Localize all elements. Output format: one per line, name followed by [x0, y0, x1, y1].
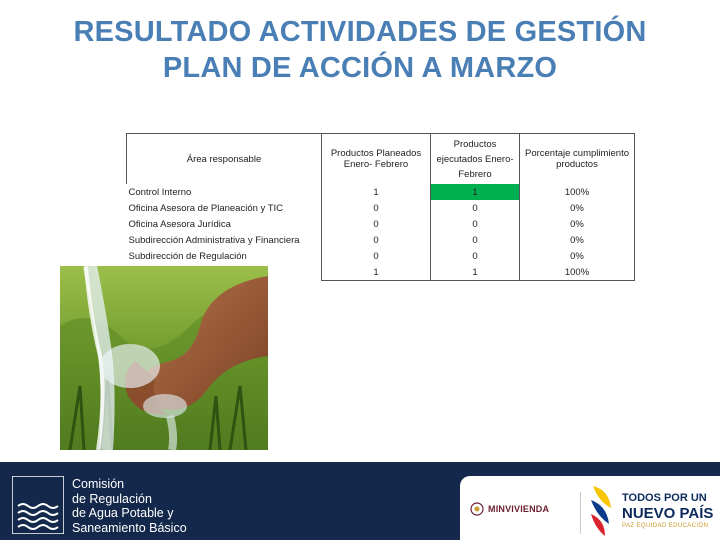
cell-planned: 0 — [321, 232, 431, 248]
cell-planned-total: 1 — [321, 264, 431, 281]
table-row: Subdirección Administrativa y Financiera… — [127, 232, 635, 248]
minvivienda-label: MINVIVIENDA — [488, 504, 550, 514]
cell-executed: 1 — [430, 184, 520, 200]
cra-line: Saneamiento Básico — [72, 520, 187, 535]
cell-area: Subdirección Administrativa y Financiera — [128, 234, 300, 246]
cell-planned: 0 — [321, 248, 431, 264]
table-row: Control Interno 1 1 100% — [127, 184, 635, 200]
cell-percent: 0% — [519, 248, 635, 264]
header-percent: Porcentaje cumplimiento productos — [519, 133, 635, 184]
cell-area: Control Interno — [128, 186, 192, 198]
table-header-row: Área responsable Productos Planeados Ene… — [126, 133, 635, 184]
cra-line: Comisión — [72, 477, 125, 491]
cra-wave-logo — [11, 475, 65, 535]
table-row: Oficina Asesora Jurídica 0 0 0% — [127, 216, 635, 232]
logo-divider — [580, 492, 581, 534]
government-logos: MINVIVIENDA TODOS POR UN NUEVO PAÍS PAZ … — [460, 476, 720, 540]
title-line-2: PLAN DE ACCIÓN A MARZO — [162, 52, 558, 84]
gov-slogan-line1: TODOS POR UN — [622, 492, 707, 504]
cell-planned: 0 — [321, 200, 431, 216]
cell-percent: 0% — [519, 216, 635, 232]
cell-executed-total: 1 — [430, 264, 520, 281]
gov-slogan-line3: PAZ EQUIDAD EDUCACIÓN — [622, 523, 709, 529]
header-area: Área responsable — [126, 133, 322, 184]
cra-name: Comisión de Regulación de Agua Potable y… — [72, 477, 187, 535]
slide-title: RESULTADO ACTIVIDADES DE GESTIÓN PLAN DE… — [0, 14, 720, 86]
water-hands-photo — [60, 266, 268, 450]
cell-percent: 100% — [519, 184, 635, 200]
cell-planned: 0 — [321, 216, 431, 232]
table-row: Oficina Asesora de Planeación y TIC 0 0 … — [127, 200, 635, 216]
cell-executed: 0 — [430, 216, 520, 232]
cra-line: de Agua Potable y — [72, 506, 174, 520]
cra-line: de Regulación — [72, 491, 152, 506]
header-executed: Productos ejecutados Enero-Febrero — [430, 133, 520, 184]
cell-area: Subdirección de Regulación — [128, 250, 247, 262]
footer-bar: Comisión de Regulación de Agua Potable y… — [0, 462, 720, 540]
cell-percent: 0% — [519, 232, 635, 248]
header-planned: Productos Planeados Enero- Febrero — [321, 133, 431, 184]
gov-slogan-line2: NUEVO PAÍS — [622, 505, 714, 522]
cell-executed: 0 — [430, 248, 520, 264]
table-total-row: 1 1 100% — [127, 264, 635, 281]
cell-area — [127, 264, 322, 281]
cell-area: Oficina Asesora Jurídica — [128, 218, 231, 230]
results-table: Área responsable Productos Planeados Ene… — [126, 133, 635, 281]
cell-executed: 0 — [430, 200, 520, 216]
table-row: Subdirección de Regulación 0 0 0% — [127, 248, 635, 264]
colombia-flag-icon — [591, 486, 611, 536]
cell-percent: 0% — [519, 200, 635, 216]
cell-area: Oficina Asesora de Planeación y TIC — [128, 202, 284, 214]
cell-percent-total: 100% — [519, 264, 635, 281]
title-line-1: RESULTADO ACTIVIDADES DE GESTIÓN — [73, 16, 647, 48]
minvivienda-seal-icon — [470, 502, 484, 516]
cell-executed: 0 — [430, 232, 520, 248]
cell-planned: 1 — [321, 184, 431, 200]
